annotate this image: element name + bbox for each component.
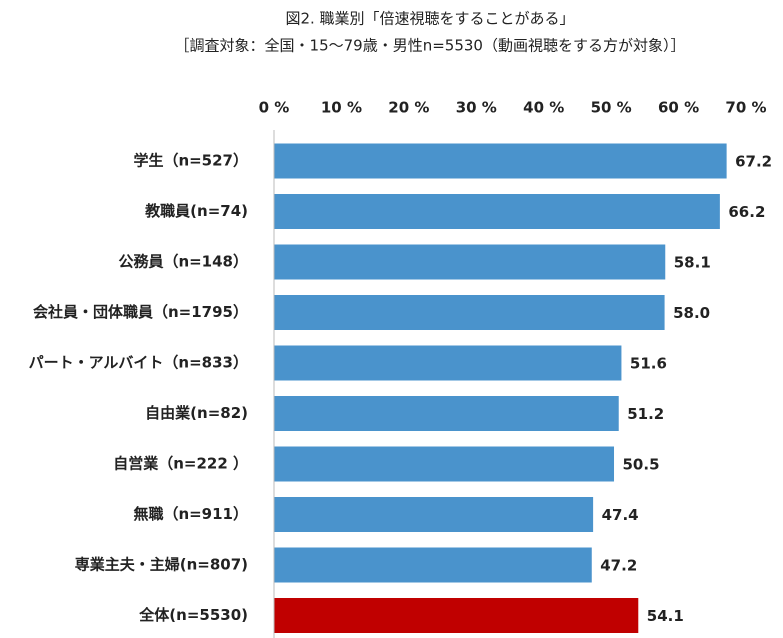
value-label: 51.6 [630, 355, 667, 373]
value-label: 47.2 [600, 557, 637, 575]
value-label: 66.2 [728, 203, 765, 221]
x-tick-label: 50 % [591, 99, 632, 117]
y-tick-label: 無職（n=911） [133, 505, 248, 523]
x-tick-label: 30 % [456, 99, 497, 117]
value-label: 47.4 [602, 506, 639, 524]
chart-title: 図2. 職業別「倍速視聴をすることがある」 [285, 10, 574, 28]
y-tick-label: 会社員・団体職員（n=1795） [33, 303, 248, 321]
x-tick-label: 40 % [523, 99, 564, 117]
bar [273, 294, 666, 331]
value-label: 54.1 [647, 607, 684, 625]
y-tick-label: 自営業（n=222 ） [113, 455, 248, 473]
y-tick-label: 専業主夫・主婦(n=807) [75, 556, 248, 574]
bar [273, 496, 595, 533]
y-tick-label: 自由業(n=82) [145, 404, 248, 422]
y-tick-label: 公務員（n=148） [118, 253, 248, 271]
y-tick-label: 教職員(n=74) [144, 202, 248, 220]
bar [273, 142, 728, 180]
x-tick-label: 70 % [725, 99, 766, 117]
value-label: 51.2 [627, 405, 664, 423]
x-tick-label: 20 % [388, 99, 429, 117]
chart-subtitle: ［調査対象：全国・15～79歳・男性n=5530（動画視聴をする方が対象）］ [175, 37, 686, 55]
value-label: 58.1 [674, 254, 711, 272]
bar [273, 193, 721, 230]
bar [273, 546, 593, 584]
y-tick-label: 学生（n=527） [133, 152, 248, 170]
x-tick-label: 60 % [658, 99, 699, 117]
bar [273, 243, 667, 281]
y-tick-label: 全体(n=5530) [138, 606, 248, 624]
value-label: 58.0 [673, 304, 710, 322]
x-tick-label: 0 % [259, 99, 290, 117]
value-label: 50.5 [623, 456, 660, 474]
x-tick-label: 10 % [321, 99, 362, 117]
bar [273, 344, 623, 382]
y-tick-label: パート・アルバイト（n=833） [29, 354, 248, 372]
bar [273, 395, 620, 432]
bar [273, 445, 616, 483]
bar [273, 597, 640, 634]
value-label: 67.2 [735, 153, 772, 171]
